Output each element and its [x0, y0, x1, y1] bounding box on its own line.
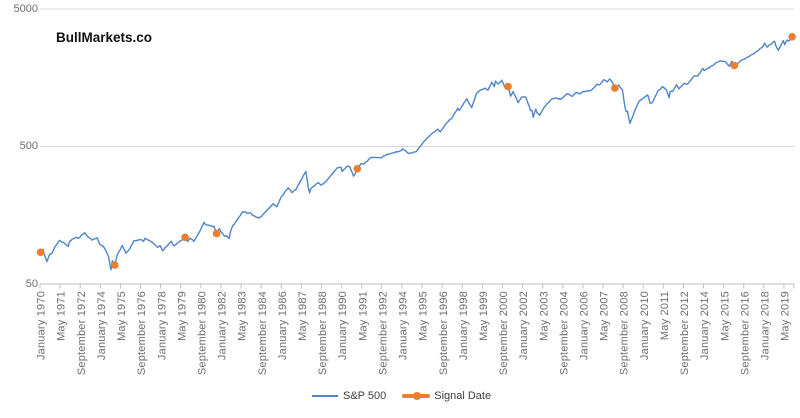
x-axis-label: May 1987	[297, 291, 309, 341]
signal-dot	[212, 229, 221, 238]
x-axis-label: May 1995	[418, 291, 430, 341]
signal-dot	[111, 261, 119, 269]
sp500-line	[39, 34, 795, 271]
x-axis-label: September 1992	[377, 291, 389, 375]
x-axis-label: September 2004	[558, 291, 570, 375]
x-axis-label: May 1983	[237, 291, 249, 341]
x-axis-label: May 1975	[116, 291, 128, 341]
sp500-line-swatch-icon	[312, 395, 338, 397]
signal-dot	[181, 233, 189, 242]
x-axis-label: January 1982	[217, 291, 229, 360]
x-axis-label: September 1984	[257, 291, 269, 375]
x-axis-label: September 2012	[679, 291, 691, 375]
x-axis-label: September 1988	[317, 291, 329, 375]
signal-dot-icon	[412, 392, 421, 400]
legend-item-signal-date: Signal Date	[402, 390, 491, 402]
x-axis-label: September 2016	[739, 291, 751, 375]
signal-dot	[730, 61, 739, 70]
legend-label-sp500: S&P 500	[343, 390, 387, 402]
legend-item-sp500: S&P 500	[312, 390, 386, 402]
x-axis-label: September 1972	[76, 291, 88, 375]
x-axis-label: January 1974	[96, 291, 108, 360]
x-axis-label: May 2007	[599, 291, 611, 341]
y-axis-label-500: 500	[19, 140, 38, 152]
y-axis-label-50: 50	[25, 278, 38, 290]
x-axis-label: May 2015	[719, 291, 731, 341]
signal-dot	[788, 33, 796, 41]
legend-label-signal-date: Signal Date	[434, 390, 492, 402]
x-axis-label: May 1991	[357, 291, 369, 341]
x-axis-label: January 1990	[337, 291, 349, 360]
x-axis-label: September 1980	[197, 291, 209, 375]
y-axis-label-5000: 5000	[13, 3, 38, 15]
x-axis-label: January 2010	[639, 291, 651, 360]
signal-dot	[504, 82, 512, 91]
x-axis-label: January 2018	[760, 291, 772, 360]
signal-dot	[36, 248, 45, 257]
x-axis-label: May 1999	[478, 291, 490, 341]
signal-date-swatch-icon	[402, 392, 431, 400]
x-axis-label: January 1970	[36, 291, 48, 360]
x-axis-label: September 1976	[136, 291, 148, 375]
x-axis-label: May 1971	[56, 291, 68, 341]
brand-watermark: BullMarkets.co	[56, 30, 153, 45]
x-axis-label: January 1978	[156, 291, 168, 360]
signal-dot	[611, 84, 619, 92]
x-axis-label: January 2014	[699, 291, 711, 360]
signal-dot	[353, 165, 362, 173]
x-axis-label: May 1979	[176, 291, 188, 341]
x-axis-label: September 2008	[619, 291, 631, 375]
chart-legend: S&P 500 Signal Date	[312, 390, 491, 402]
x-axis-label: May 2003	[538, 291, 550, 341]
x-axis-label: January 1998	[458, 291, 470, 360]
x-axis-label: January 2006	[579, 291, 591, 360]
x-axis-label: September 2000	[498, 291, 510, 375]
x-axis-label: September 1996	[438, 291, 450, 375]
x-axis-label: January 2002	[518, 291, 530, 360]
x-axis-label: May 2011	[659, 291, 671, 340]
x-axis-label: May 2019	[780, 291, 792, 341]
x-axis-label: January 1986	[277, 291, 289, 360]
x-axis-label: January 1994	[398, 291, 410, 360]
